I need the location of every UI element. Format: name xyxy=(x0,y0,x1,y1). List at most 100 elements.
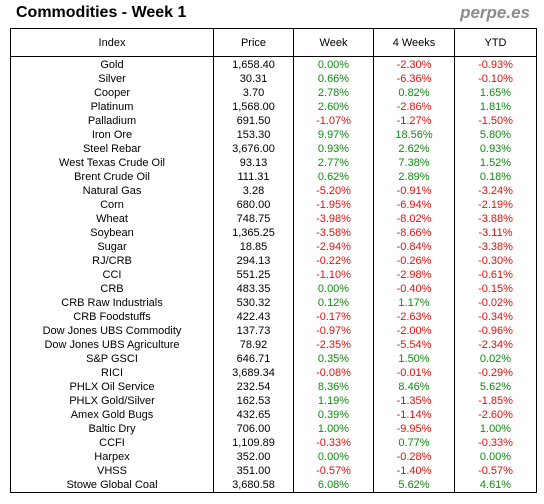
row-4-weeks-change: -0.91% xyxy=(373,184,455,199)
row-price: 18.85 xyxy=(213,240,294,255)
row-index-name: Platinum xyxy=(10,100,214,115)
table-row: Platinum 1,568.00 2.60% -2.86% 1.81% xyxy=(10,100,537,115)
row-index-name: CRB Foodstuffs xyxy=(10,310,214,325)
row-week-change: -0.33% xyxy=(293,436,374,451)
row-week-change: 0.00% xyxy=(293,282,374,297)
row-price: 351.00 xyxy=(213,464,294,479)
row-price: 78.92 xyxy=(213,338,294,353)
row-4-weeks-change: 8.46% xyxy=(373,380,455,395)
row-4-weeks-change: -1.40% xyxy=(373,464,455,479)
row-index-name: Amex Gold Bugs xyxy=(10,408,214,423)
row-ytd-change: 4.61% xyxy=(454,478,537,493)
row-ytd-change: -0.15% xyxy=(454,282,537,297)
row-index-name: Silver xyxy=(10,72,214,87)
row-index-name: Corn xyxy=(10,198,214,213)
row-ytd-change: -0.93% xyxy=(454,56,537,73)
row-index-name: Harpex xyxy=(10,450,214,465)
row-4-weeks-change: 7.38% xyxy=(373,156,455,171)
row-index-name: Soybean xyxy=(10,226,214,241)
row-index-name: CRB xyxy=(10,282,214,297)
row-ytd-change: -3.88% xyxy=(454,212,537,227)
row-index-name: CCFI xyxy=(10,436,214,451)
table-row: Baltic Dry 706.00 1.00% -9.95% 1.00% xyxy=(10,422,537,437)
row-4-weeks-change: -6.36% xyxy=(373,72,455,87)
table-row: CCFI 1,109.89 -0.33% 0.77% -0.33% xyxy=(10,436,537,451)
row-4-weeks-change: 1.50% xyxy=(373,352,455,367)
table-row: Silver 30.31 0.66% -6.36% -0.10% xyxy=(10,72,537,87)
row-ytd-change: -0.61% xyxy=(454,268,537,283)
table-body: Gold 1,658.40 0.00% -2.30% -0.93% Silver 30.31… xyxy=(10,56,537,493)
row-index-name: PHLX Gold/Silver xyxy=(10,394,214,409)
column-header-week: Week xyxy=(293,28,374,57)
row-price: 551.25 xyxy=(213,268,294,283)
row-4-weeks-change: -0.01% xyxy=(373,366,455,381)
row-ytd-change: 1.81% xyxy=(454,100,537,115)
row-price: 422.43 xyxy=(213,310,294,325)
row-week-change: -1.10% xyxy=(293,268,374,283)
row-4-weeks-change: -2.63% xyxy=(373,310,455,325)
row-4-weeks-change: -2.00% xyxy=(373,324,455,339)
row-4-weeks-change: 1.17% xyxy=(373,296,455,311)
row-price: 93.13 xyxy=(213,156,294,171)
row-week-change: 2.78% xyxy=(293,86,374,101)
row-4-weeks-change: 2.62% xyxy=(373,142,455,157)
page-title: Commodities - Week 1 xyxy=(16,4,187,21)
row-4-weeks-change: -5.54% xyxy=(373,338,455,353)
table-row: Wheat 748.75 -3.98% -8.02% -3.88% xyxy=(10,212,537,227)
row-ytd-change: -1.50% xyxy=(454,114,537,129)
row-price: 748.75 xyxy=(213,212,294,227)
table-row: Soybean 1,365.25 -3.58% -8.66% -3.11% xyxy=(10,226,537,241)
row-4-weeks-change: 18.56% xyxy=(373,128,455,143)
row-4-weeks-change: -1.27% xyxy=(373,114,455,129)
row-ytd-change: -0.96% xyxy=(454,324,537,339)
row-week-change: -3.58% xyxy=(293,226,374,241)
row-index-name: Dow Jones UBS Commodity xyxy=(10,324,214,339)
row-ytd-change: -0.10% xyxy=(454,72,537,87)
row-4-weeks-change: -8.02% xyxy=(373,212,455,227)
table-row: CRB Raw Industrials 530.32 0.12% 1.17% -0.02… xyxy=(10,296,537,311)
page-header: Commodities - Week 1 perpe.es xyxy=(0,0,544,28)
row-4-weeks-change: 5.62% xyxy=(373,478,455,493)
row-index-name: S&P GSCI xyxy=(10,352,214,367)
row-index-name: RICI xyxy=(10,366,214,381)
row-ytd-change: -2.19% xyxy=(454,198,537,213)
table-row: CRB Foodstuffs 422.43 -0.17% -2.63% -0.34% xyxy=(10,310,537,325)
row-4-weeks-change: -2.86% xyxy=(373,100,455,115)
row-index-name: Steel Rebar xyxy=(10,142,214,157)
row-week-change: -5.20% xyxy=(293,184,374,199)
row-price: 3,680.58 xyxy=(213,478,294,493)
table-row: PHLX Gold/Silver 162.53 1.19% -1.35% -1.85% xyxy=(10,394,537,409)
row-week-change: -1.07% xyxy=(293,114,374,129)
row-price: 646.71 xyxy=(213,352,294,367)
row-ytd-change: -0.34% xyxy=(454,310,537,325)
row-price: 153.30 xyxy=(213,128,294,143)
row-index-name: CRB Raw Industrials xyxy=(10,296,214,311)
table-row: VHSS 351.00 -0.57% -1.40% -0.57% xyxy=(10,464,537,479)
row-index-name: Palladium xyxy=(10,114,214,129)
table-row: Palladium 691.50 -1.07% -1.27% -1.50% xyxy=(10,114,537,129)
row-week-change: 6.08% xyxy=(293,478,374,493)
row-week-change: 0.39% xyxy=(293,408,374,423)
row-week-change: 0.66% xyxy=(293,72,374,87)
row-price: 530.32 xyxy=(213,296,294,311)
row-4-weeks-change: 0.77% xyxy=(373,436,455,451)
row-index-name: Cooper xyxy=(10,86,214,101)
row-index-name: PHLX Oil Service xyxy=(10,380,214,395)
row-4-weeks-change: -0.26% xyxy=(373,254,455,269)
row-ytd-change: -0.29% xyxy=(454,366,537,381)
row-price: 3.28 xyxy=(213,184,294,199)
row-week-change: 9.97% xyxy=(293,128,374,143)
row-index-name: RJ/CRB xyxy=(10,254,214,269)
table-row: RICI 3,689.34 -0.08% -0.01% -0.29% xyxy=(10,366,537,381)
row-price: 294.13 xyxy=(213,254,294,269)
row-ytd-change: 5.62% xyxy=(454,380,537,395)
table-row: Dow Jones UBS Agriculture 78.92 -2.35% -5.5… xyxy=(10,338,537,353)
row-week-change: -3.98% xyxy=(293,212,374,227)
row-ytd-change: -0.02% xyxy=(454,296,537,311)
row-price: 706.00 xyxy=(213,422,294,437)
row-price: 111.31 xyxy=(213,170,294,185)
row-price: 30.31 xyxy=(213,72,294,87)
row-ytd-change: -0.57% xyxy=(454,464,537,479)
row-ytd-change: 1.65% xyxy=(454,86,537,101)
row-week-change: -0.17% xyxy=(293,310,374,325)
